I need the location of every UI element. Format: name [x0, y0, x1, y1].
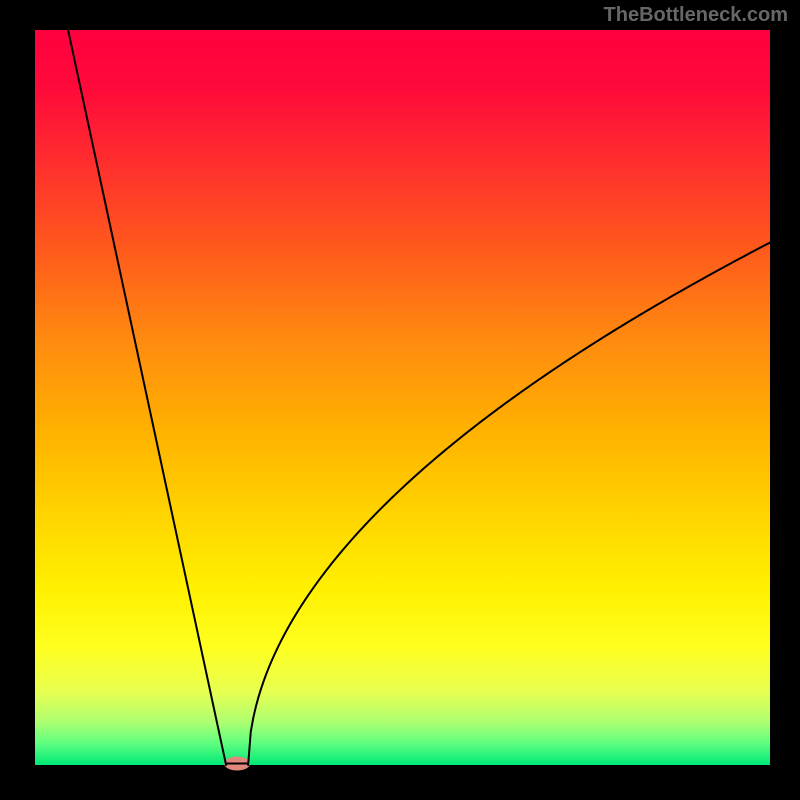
bottleneck-curve-chart — [0, 0, 800, 800]
watermark-text: TheBottleneck.com — [604, 4, 788, 27]
chart-container: TheBottleneck.com — [0, 0, 800, 800]
plot-gradient-background — [35, 30, 770, 765]
